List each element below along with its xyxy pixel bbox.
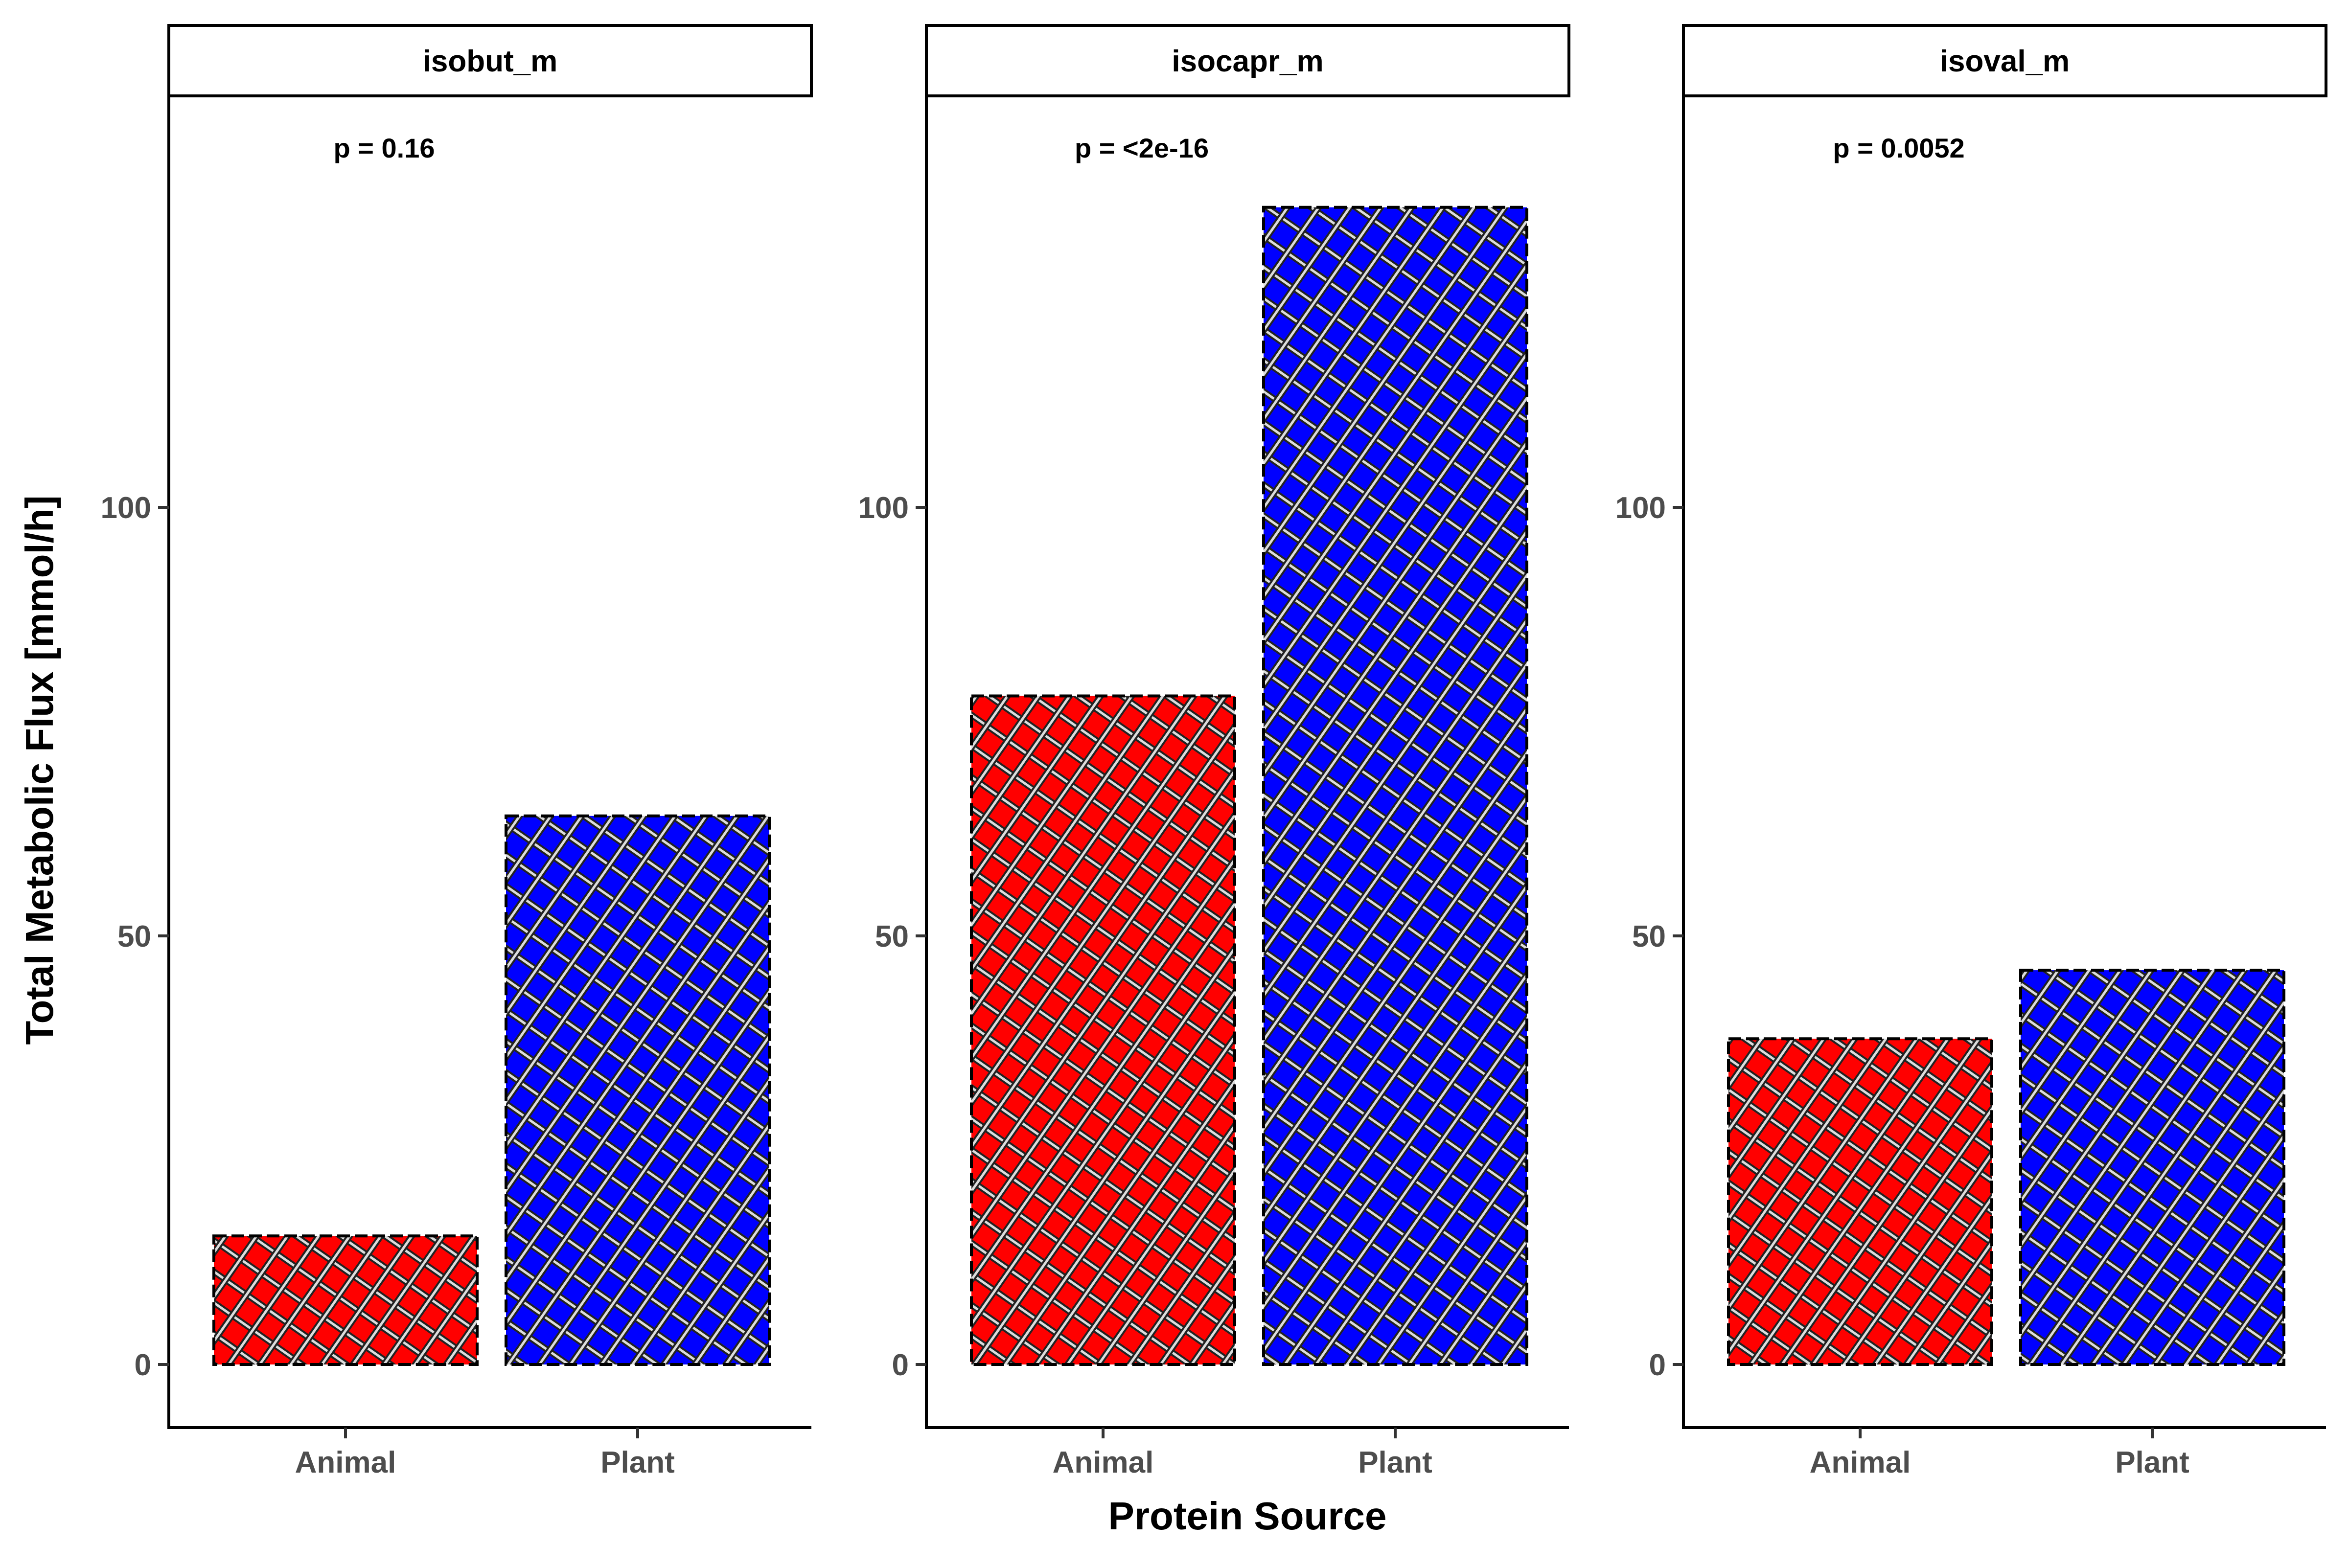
bar-isobut_m-animal [212,1234,479,1366]
y-tick-label: 100 [1615,491,1666,525]
x-tick-label: Plant [600,1446,675,1479]
facet-strip [167,24,813,97]
x-tick-label: Plant [1358,1446,1432,1479]
x-tick-label: Plant [2115,1446,2189,1479]
x-axis-title: Protein Source [1108,1494,1386,1538]
x-tick-label: Animal [1810,1446,1911,1479]
p-value-label: p = 0.16 [333,133,435,163]
facet-strip [1682,24,2327,97]
x-tick-label: Animal [295,1446,396,1479]
p-value-label: p = <2e-16 [1075,133,1209,163]
facet-strip-title: isobut_m [423,45,558,78]
facet-strip-title: isocapr_m [1172,45,1323,78]
y-tick-label: 0 [135,1348,151,1382]
facet-strip [925,24,1570,97]
facet-panel-isobut_m: isobut_mp = 0.16 0 50 100 Animal Plant [101,24,813,1479]
bar-isoval_m-animal [1727,1037,1993,1366]
x-tick-label: Animal [1053,1446,1154,1479]
y-tick-label: 50 [1632,920,1666,954]
facet-panel-isoval_m: isoval_mp = 0.0052 0 50 100 Animal Plant [1615,24,2327,1479]
facet-panel-isocapr_m: isocapr_mp = <2e-16 0 50 100 Animal Plant [858,24,1570,1479]
bar-isobut_m-plant [505,814,771,1366]
bar-isocapr_m-plant [1262,205,1528,1366]
y-tick-label: 50 [875,920,909,954]
y-axis-title: Total Metabolic Flux [mmol/h] [18,496,61,1045]
p-value-label: p = 0.0052 [1833,133,1964,163]
facet-strip-title: isoval_m [1940,45,2070,78]
y-tick-label: 100 [101,491,151,525]
y-tick-label: 100 [858,491,909,525]
y-tick-label: 0 [892,1348,909,1382]
y-tick-label: 50 [117,920,151,954]
y-tick-label: 0 [1649,1348,1666,1382]
bar-isocapr_m-animal [970,694,1236,1366]
bar-isoval_m-plant [2019,969,2285,1366]
